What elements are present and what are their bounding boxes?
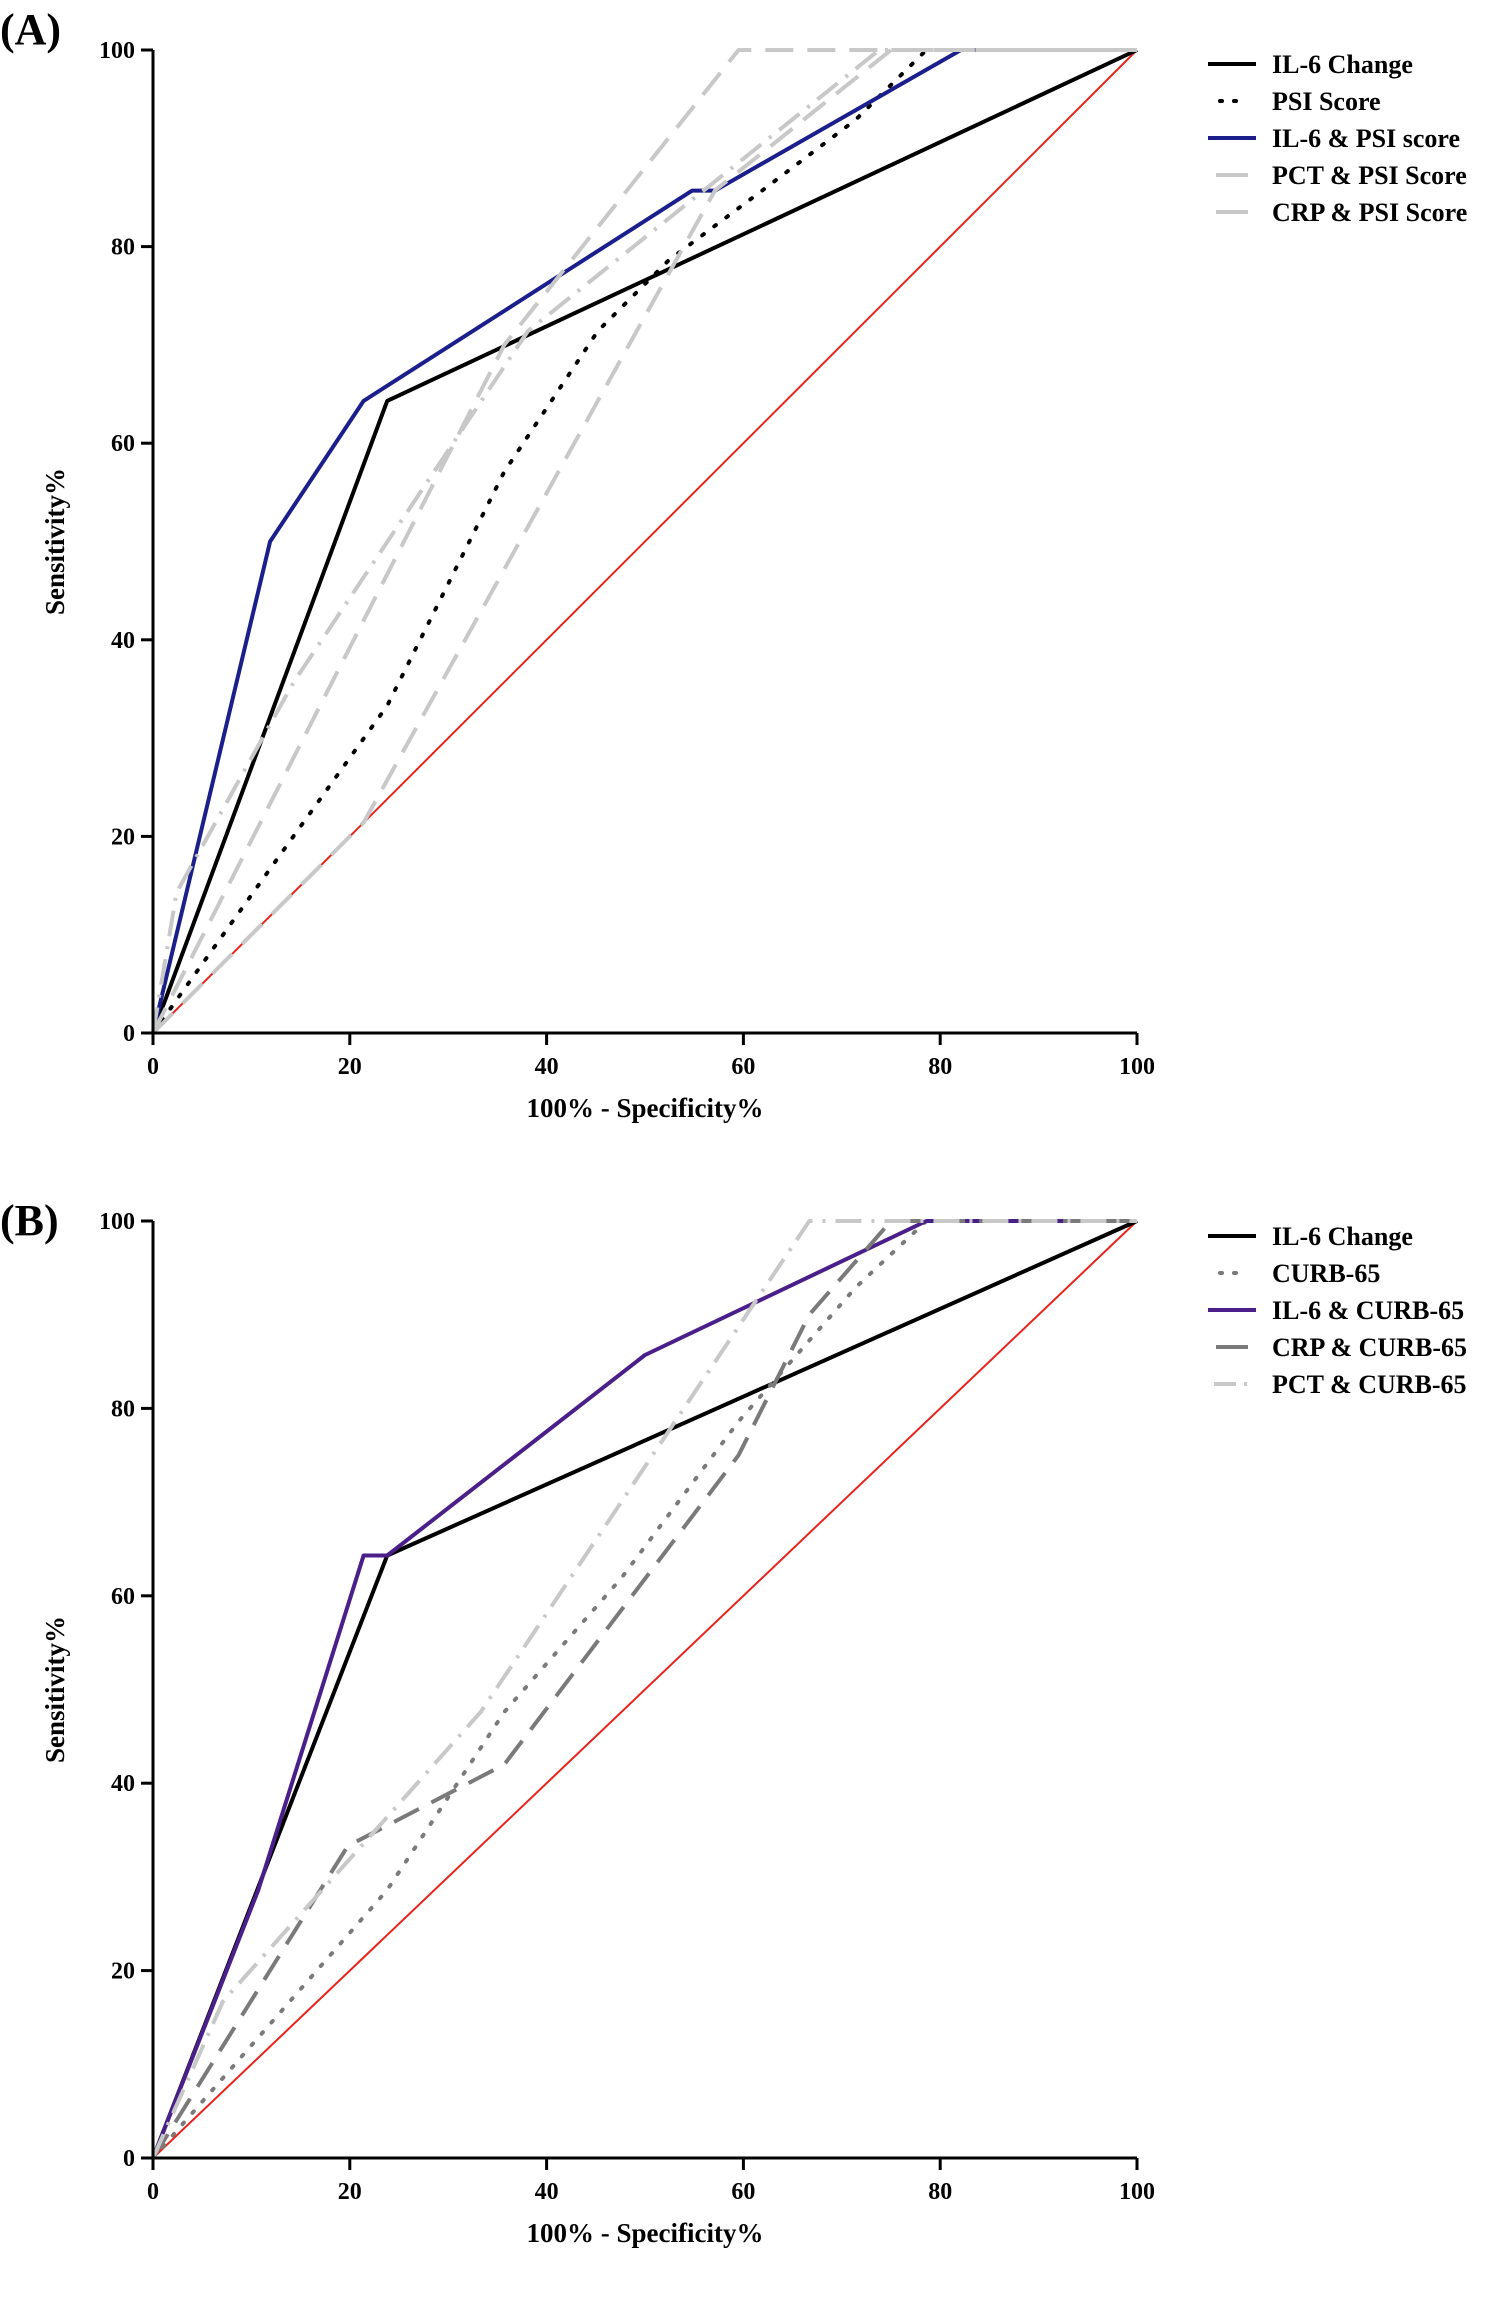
legend-label: CURB-65 bbox=[1272, 1259, 1380, 1288]
panel-label: (B) bbox=[0, 1196, 59, 1245]
chart-panel-1: (A) 0 20 40 60 80 100 0 20 40 60 80 100 100% - Specif… bbox=[0, 5, 1467, 1123]
series-line-unlabeled-5 bbox=[151, 48, 1137, 1034]
legend-label: CRP & CURB-65 bbox=[1272, 1333, 1467, 1362]
legend-label: IL-6 Change bbox=[1272, 1222, 1413, 1251]
x-tick-label: 60 bbox=[731, 1054, 755, 1080]
y-tick-label: 60 bbox=[111, 1584, 135, 1610]
legend: IL-6 Change CURB-65 IL-6 & CURB-65 CRP & CU… bbox=[1208, 1222, 1467, 1399]
y-tick-label: 80 bbox=[111, 235, 135, 261]
y-tick-label: 0 bbox=[123, 1021, 135, 1047]
series-line-pct-curb-65 bbox=[151, 1219, 1137, 2159]
x-tick-label: 40 bbox=[535, 2179, 559, 2205]
x-tick-label: 100 bbox=[1119, 2179, 1155, 2205]
x-tick-label: 60 bbox=[731, 2179, 755, 2205]
y-tick-label: 100 bbox=[99, 1209, 135, 1235]
x-tick-label: 80 bbox=[928, 2179, 952, 2205]
panel-label: (A) bbox=[0, 5, 61, 54]
legend-label: CRP & PSI Score bbox=[1272, 198, 1467, 227]
legend-label: PSI Score bbox=[1272, 87, 1381, 116]
y-tick-label: 0 bbox=[123, 2146, 135, 2172]
y-tick-label: 80 bbox=[111, 1396, 135, 1422]
x-tick-label: 80 bbox=[928, 1054, 952, 1080]
x-tick-label: 0 bbox=[147, 2179, 159, 2205]
y-tick-label: 20 bbox=[111, 1959, 135, 1985]
legend-label: PCT & CURB-65 bbox=[1272, 1370, 1467, 1399]
legend-label: IL-6 & PSI score bbox=[1272, 124, 1460, 153]
series-line-curb-65 bbox=[151, 1219, 929, 2160]
y-tick-label: 60 bbox=[111, 431, 135, 457]
series-line-il-6-change bbox=[151, 48, 1138, 1034]
legend: IL-6 Change PSI Score IL-6 & PSI score PCT … bbox=[1208, 50, 1467, 227]
series-line-crp-curb-65 bbox=[151, 1219, 1137, 2160]
reference-diagonal-line bbox=[152, 49, 1138, 1034]
x-tick-label: 100 bbox=[1119, 1054, 1155, 1080]
y-tick-label: 20 bbox=[111, 824, 135, 850]
y-tick-label: 40 bbox=[111, 628, 135, 654]
legend-label: PCT & PSI Score bbox=[1272, 161, 1467, 190]
legend-label: IL-6 & CURB-65 bbox=[1272, 1296, 1464, 1325]
chart-panel-2: (B) 0 20 40 60 80 100 0 20 40 60 80 100 100% - Specif… bbox=[0, 1196, 1467, 2248]
y-axis-title: Sensitivity% bbox=[40, 468, 70, 615]
x-tick-label: 0 bbox=[147, 1054, 159, 1080]
series-line-il-6-curb-65 bbox=[151, 1219, 1137, 2159]
series-line-psi-score bbox=[151, 48, 929, 1035]
y-axis-title: Sensitivity% bbox=[40, 1616, 70, 1763]
y-tick-label: 40 bbox=[111, 1771, 135, 1797]
x-tick-label: 20 bbox=[338, 1054, 362, 1080]
y-tick-label: 100 bbox=[99, 38, 135, 64]
series-line-crp-psi-score bbox=[151, 48, 1137, 1035]
series-line-pct-psi-score bbox=[151, 48, 1137, 1034]
x-tick-label: 40 bbox=[535, 1054, 559, 1080]
reference-diagonal-line bbox=[152, 1220, 1138, 2159]
x-tick-label: 20 bbox=[338, 2179, 362, 2205]
legend-label: IL-6 Change bbox=[1272, 50, 1413, 79]
x-axis-title: 100% - Specificity% bbox=[527, 2218, 764, 2248]
x-axis-title: 100% - Specificity% bbox=[527, 1093, 764, 1123]
